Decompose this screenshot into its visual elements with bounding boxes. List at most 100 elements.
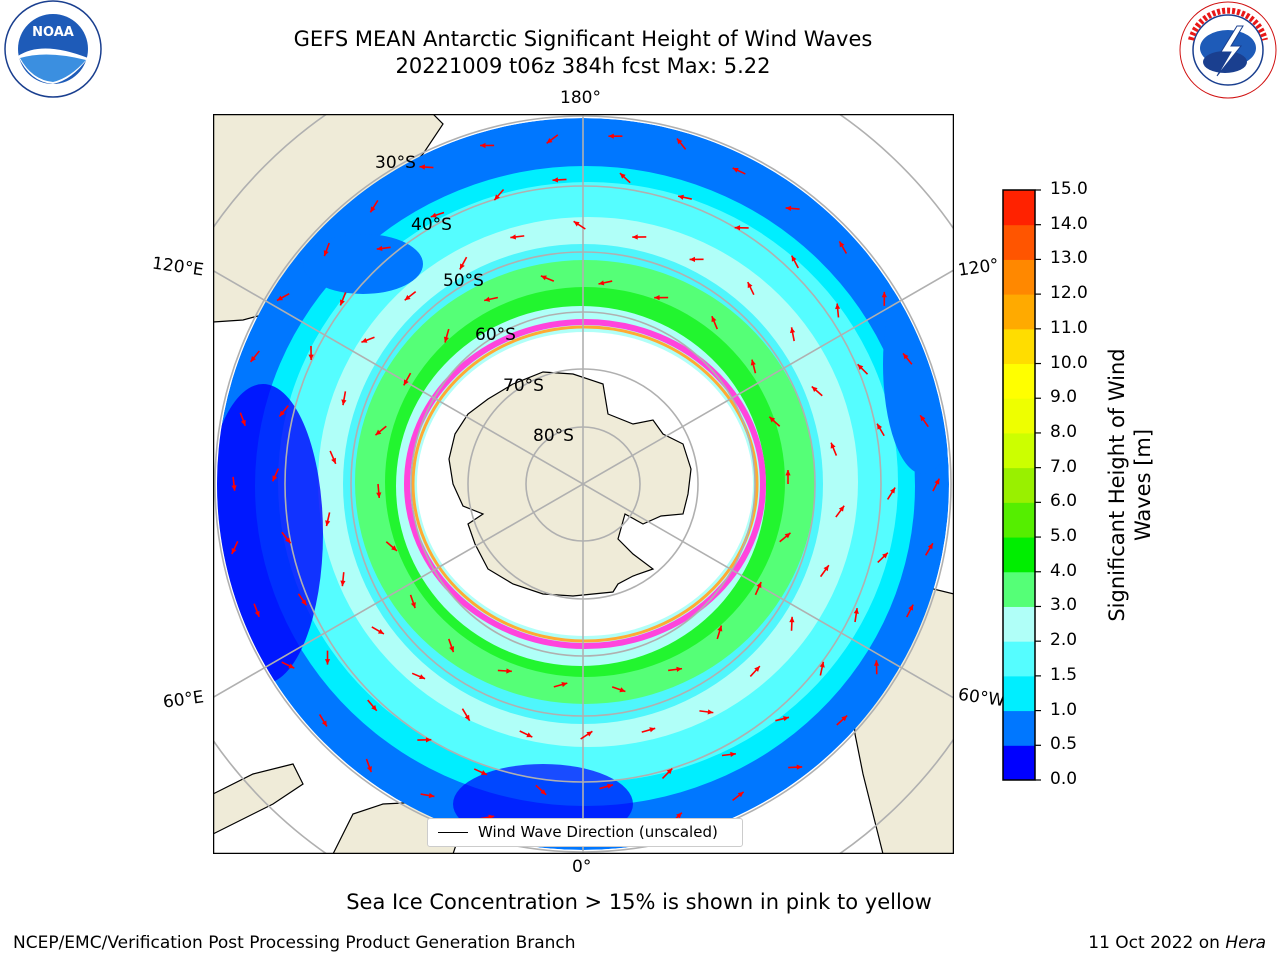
colorbar-tick-label: 3.0 [1050, 595, 1078, 616]
footer-date: 11 Oct 2022 on Hera [1088, 933, 1266, 953]
wave-direction-arrowhead [785, 205, 792, 211]
wave-direction-arrowhead [425, 737, 432, 743]
colorbar-segment [1003, 641, 1035, 677]
wave-direction-arrowhead [882, 552, 888, 559]
land-antarctica [448, 371, 692, 597]
wave-direction-arrowhead [789, 616, 795, 623]
wave-direction-arrowhead [361, 337, 368, 343]
nws-logo [1177, 0, 1279, 106]
wave-direction-arrowhead [480, 770, 487, 775]
wave-direction-arrowhead [459, 263, 465, 270]
lat-label-60: 60°S [475, 325, 516, 345]
lon-label-120e: 120°E [150, 253, 205, 281]
wave-direction-arrowhead [340, 580, 346, 587]
wave-direction-arrowhead [464, 714, 470, 721]
wave-direction-arrowhead [908, 604, 914, 611]
wave-direction-arrowhead [649, 727, 656, 733]
wave-direction-arrowhead [811, 386, 818, 393]
wave-direction-arrowhead [873, 660, 880, 666]
wave-direction-arrowhead [769, 416, 776, 423]
wave-direction-arrowhead [377, 628, 384, 634]
wave-direction-arrowhead [510, 234, 517, 240]
wave-direction-arrowhead [676, 138, 683, 145]
lon-label-0: 0° [572, 857, 592, 877]
wave-direction-arrowhead [366, 766, 372, 773]
wave-direction-arrowhead [231, 547, 237, 554]
colorbar-tick-label: 9.0 [1050, 387, 1078, 408]
wave-direction-arrowhead [231, 485, 237, 491]
wind-wave-arrows [231, 133, 941, 840]
wave-direction-arrowhead [732, 167, 739, 173]
wave-direction-arrowhead [783, 716, 789, 722]
wave-direction-arrowhead [428, 792, 435, 799]
wave-direction-arrowhead [791, 255, 797, 262]
footer-host: Hera [1225, 933, 1266, 953]
colorbar-tick-label: 12.0 [1050, 283, 1088, 304]
colorbar-segment [1003, 363, 1035, 399]
wave-direction-arrowhead [419, 164, 426, 170]
wave-direction-arrowhead [676, 812, 682, 819]
colorbar-segment [1003, 432, 1035, 469]
wave-direction-arrowhead [747, 282, 753, 289]
colorbar-tick-label: 2.0 [1050, 630, 1078, 651]
wave-direction-arrowhead [678, 194, 684, 200]
wave-direction-arrowhead [619, 173, 626, 179]
colorbar-tick-label: 11.0 [1050, 317, 1088, 338]
colorbar-tick-label: 13.0 [1050, 248, 1088, 269]
wave-direction-arrowhead [484, 296, 490, 302]
svg-text:NOAA: NOAA [32, 25, 74, 40]
colorbar-segment [1003, 224, 1035, 260]
colorbar-segment [1003, 675, 1035, 712]
wave-direction-arrowhead [920, 415, 926, 422]
sea-ice-note: Sea Ice Concentration > 15% is shown in … [346, 890, 932, 914]
wave-direction-arrowhead [711, 316, 717, 323]
colorbar-tick-label: 10.0 [1050, 352, 1088, 373]
wave-direction-arrowhead [325, 520, 331, 527]
wave-direction-arrowhead [839, 241, 845, 248]
wave-direction-arrowhead [331, 457, 336, 464]
wave-direction-arrowhead [403, 379, 409, 386]
colorbar-label-line2: Waves [m] [1131, 428, 1155, 542]
wave-direction-arrowhead [272, 475, 278, 482]
colorbar-tick-label: 1.0 [1050, 699, 1078, 720]
colorbar-label-line1: Significant Height of Wind [1105, 348, 1129, 622]
colorbar-segment [1003, 606, 1035, 642]
wave-direction-arrowhead [449, 646, 455, 653]
wave-direction-arrowhead [526, 732, 533, 738]
wave-direction-arrowhead [730, 751, 736, 758]
wave-direction-arrowhead [853, 608, 859, 614]
colorbar-tick-label: 5.0 [1050, 526, 1078, 547]
wave-direction-arrowhead [240, 419, 246, 426]
wave-direction-arrowhead [756, 582, 762, 589]
lon-label-60e: 60°E [161, 687, 206, 713]
colorbar-segment [1003, 537, 1035, 573]
wave-direction-arrowhead [376, 245, 383, 251]
colorbar-tick-label: 14.0 [1050, 213, 1088, 234]
legend-line-swatch [438, 832, 468, 833]
wave-direction-arrowhead [301, 599, 307, 606]
wave-direction-arrowhead [934, 478, 940, 485]
lat-label-40: 40°S [411, 215, 452, 235]
wave-direction-arrowhead [443, 336, 449, 343]
colorbar-segment [1003, 502, 1035, 538]
wave-direction-arrowhead [480, 142, 486, 149]
wave-direction-arrowhead [540, 275, 547, 281]
noaa-logo: NOAA [2, 0, 104, 106]
wave-direction-arrowhead [796, 764, 803, 770]
wave-direction-arrowhead [430, 212, 437, 218]
wave-direction-arrowhead [546, 137, 553, 144]
chart-title: GEFS MEAN Antarctic Significant Height o… [293, 27, 873, 51]
colorbar-tick-label: 7.0 [1050, 456, 1078, 477]
wave-direction-arrowhead [279, 410, 285, 417]
colorbar-tick-label: 6.0 [1050, 491, 1078, 512]
wave-direction-arrowhead [785, 470, 791, 476]
wave-direction-arrowhead [410, 602, 416, 609]
chart-subtitle: 20221009 t06z 384h fcst Max: 5.22 [395, 54, 771, 78]
colorbar-segment [1003, 745, 1035, 781]
lon-label-180: 180° [560, 88, 601, 108]
wave-direction-arrowhead [754, 666, 760, 672]
map-legend: Wind Wave Direction (unscaled) [427, 818, 743, 847]
wave-direction-arrowhead [877, 423, 883, 430]
colorbar-tick-label: 0.5 [1050, 734, 1078, 755]
wave-direction-arrowhead [552, 177, 559, 183]
